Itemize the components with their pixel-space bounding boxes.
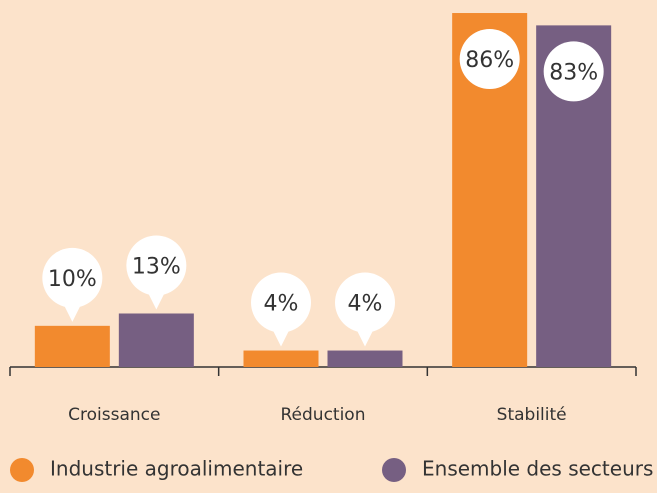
legend-swatch [10,458,34,482]
value-label: 86% [465,48,514,73]
legend-label: Ensemble des secteurs [422,457,653,481]
value-label: 4% [348,292,383,317]
x-tick-label: Stabilité [497,405,567,425]
bar [327,350,403,367]
x-tick-label: Croissance [68,405,160,425]
label-bubble [543,41,604,102]
value-label: 10% [48,267,97,292]
label-bubble [251,272,311,333]
value-label: 83% [549,60,598,85]
x-tick-label: Réduction [281,405,366,425]
value-label: 4% [264,292,299,317]
label-bubble [335,272,395,333]
value-label: 13% [132,254,181,279]
bar [34,325,110,367]
legend-label: Industrie agroalimentaire [50,457,303,481]
label-bubble [459,29,520,90]
label-bubble [126,235,187,296]
legend-swatch [382,458,406,482]
bar [243,350,319,367]
label-bubble [42,247,103,308]
bar [118,313,194,367]
